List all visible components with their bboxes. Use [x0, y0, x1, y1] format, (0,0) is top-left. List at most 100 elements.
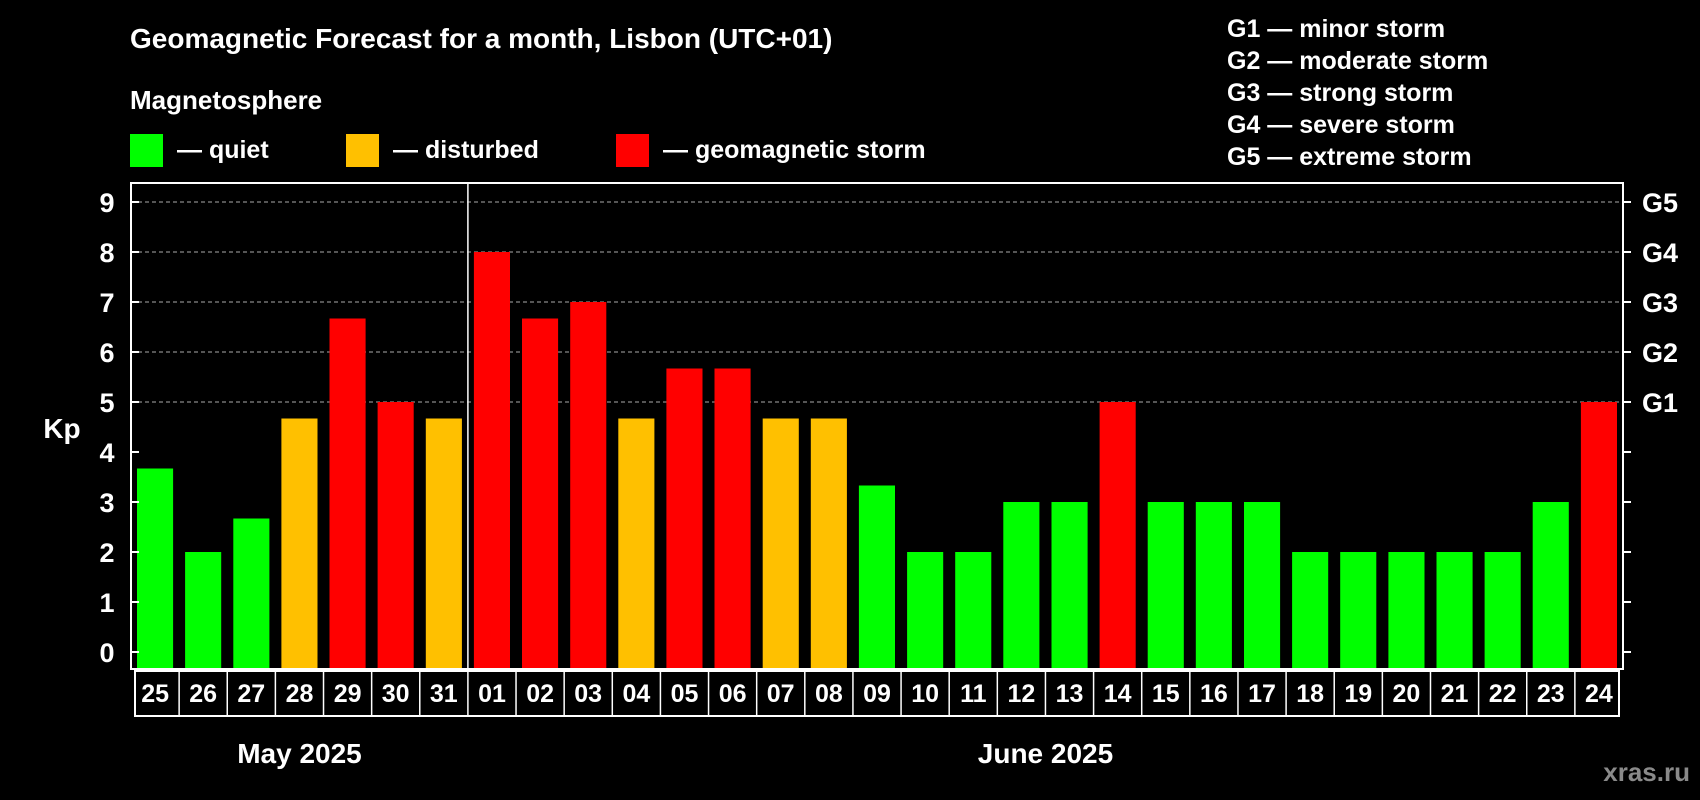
watermark: xras.ru	[1603, 757, 1690, 787]
bar-11	[955, 552, 992, 668]
y-tick-label-3: 3	[99, 488, 114, 518]
plot-frame	[130, 182, 1624, 670]
bar-21	[1436, 552, 1473, 668]
bar-25	[137, 468, 174, 668]
bar-12	[1003, 502, 1040, 668]
right-axis-label-G1: G1	[1642, 388, 1678, 418]
bar-29	[329, 318, 366, 668]
bar-17	[1244, 502, 1281, 668]
day-label-10: 10	[911, 680, 939, 708]
day-label-26: 26	[189, 680, 217, 708]
day-label-05: 05	[671, 680, 699, 708]
bar-15	[1147, 502, 1184, 668]
bar-30	[377, 402, 414, 668]
y-tick-label-7: 7	[99, 288, 114, 318]
day-label-03: 03	[574, 680, 602, 708]
bar-22	[1484, 552, 1521, 668]
bar-18	[1292, 552, 1329, 668]
bar-06	[714, 368, 751, 668]
day-label-13: 13	[1056, 680, 1084, 708]
day-label-19: 19	[1344, 680, 1372, 708]
day-label-22: 22	[1489, 680, 1517, 708]
bar-20	[1388, 552, 1425, 668]
legend-label-1: — disturbed	[393, 136, 539, 164]
day-label-21: 21	[1441, 680, 1469, 708]
month-labels: May 2025 June 2025	[237, 738, 1113, 769]
status-legend: — quiet — disturbed — geomagnetic storm	[130, 134, 926, 167]
right-axis-label-G2: G2	[1642, 338, 1678, 368]
y-tick-label-1: 1	[99, 588, 114, 618]
bar-27	[233, 518, 270, 668]
y-tick-label-9: 9	[99, 188, 114, 218]
day-label-04: 04	[622, 680, 650, 708]
month-label-1: June 2025	[978, 738, 1113, 769]
day-label-09: 09	[863, 680, 891, 708]
bar-23	[1532, 502, 1569, 668]
chart-subtitle: Magnetosphere	[130, 85, 322, 115]
day-label-31: 31	[430, 680, 458, 708]
day-labels: 25 26 27 28 29 30 31 01 02 03 04 05 06 07 08 09 10 11 12 13…	[141, 680, 1613, 708]
day-label-23: 23	[1537, 680, 1565, 708]
bar-14	[1099, 402, 1136, 668]
bar-28	[281, 418, 318, 668]
y-tick-label-2: 2	[99, 538, 114, 568]
right-axis-label-G5: G5	[1642, 188, 1678, 218]
day-label-20: 20	[1392, 680, 1420, 708]
bar-31	[425, 418, 462, 668]
y-axis-label: Kp	[43, 413, 80, 444]
day-label-box	[134, 670, 1620, 717]
bar-13	[1051, 502, 1088, 668]
day-label-07: 07	[767, 680, 795, 708]
day-label-08: 08	[815, 680, 843, 708]
storm-scale-entry-4: G5 — extreme storm	[1227, 143, 1472, 171]
y-axis-ticks: 0 1 2 3 4 5 6 7 8 9	[99, 188, 139, 668]
bar-04	[618, 418, 655, 668]
storm-scale-entry-0: G1 — minor storm	[1227, 15, 1445, 43]
right-axis-label-G3: G3	[1642, 288, 1678, 318]
day-label-29: 29	[334, 680, 362, 708]
legend-swatch-1	[346, 134, 379, 167]
day-label-25: 25	[141, 680, 169, 708]
y-tick-label-6: 6	[99, 338, 114, 368]
legend-swatch-2	[616, 134, 649, 167]
legend-label-0: — quiet	[177, 136, 269, 164]
chart-title: Geomagnetic Forecast for a month, Lisbon…	[130, 23, 832, 54]
y-tick-label-5: 5	[99, 388, 114, 418]
day-label-12: 12	[1007, 680, 1035, 708]
bar-03	[570, 302, 607, 668]
bar-07	[762, 418, 799, 668]
day-label-01: 01	[478, 680, 506, 708]
day-label-24: 24	[1585, 680, 1613, 708]
day-label-27: 27	[237, 680, 265, 708]
bar-24	[1580, 402, 1617, 668]
day-label-28: 28	[286, 680, 314, 708]
day-label-14: 14	[1104, 680, 1132, 708]
bar-01	[473, 252, 510, 668]
bar-02	[522, 318, 559, 668]
bar-10	[907, 552, 944, 668]
storm-scale-entry-3: G4 — severe storm	[1227, 111, 1455, 139]
bar-08	[810, 418, 847, 668]
right-axis-g-scale: G1 G2 G3 G4 G5	[1623, 188, 1678, 653]
y-tick-label-8: 8	[99, 238, 114, 268]
y-tick-label-0: 0	[99, 638, 114, 668]
day-label-30: 30	[382, 680, 410, 708]
legend-swatch-0	[130, 134, 163, 167]
axes	[130, 182, 1624, 717]
day-label-11: 11	[960, 680, 987, 708]
bar-19	[1340, 552, 1377, 668]
bar-series	[137, 252, 1617, 668]
day-label-17: 17	[1248, 680, 1276, 708]
day-label-18: 18	[1296, 680, 1324, 708]
storm-scale-legend: G1 — minor storm G2 — moderate storm G3 — …	[1227, 15, 1488, 171]
month-label-0: May 2025	[237, 738, 362, 769]
bar-05	[666, 368, 703, 668]
bar-16	[1195, 502, 1232, 668]
bar-09	[858, 485, 895, 668]
legend-label-2: — geomagnetic storm	[663, 136, 926, 164]
storm-scale-entry-1: G2 — moderate storm	[1227, 47, 1488, 75]
storm-scale-entry-2: G3 — strong storm	[1227, 79, 1453, 107]
bar-26	[185, 552, 222, 668]
day-label-06: 06	[719, 680, 747, 708]
